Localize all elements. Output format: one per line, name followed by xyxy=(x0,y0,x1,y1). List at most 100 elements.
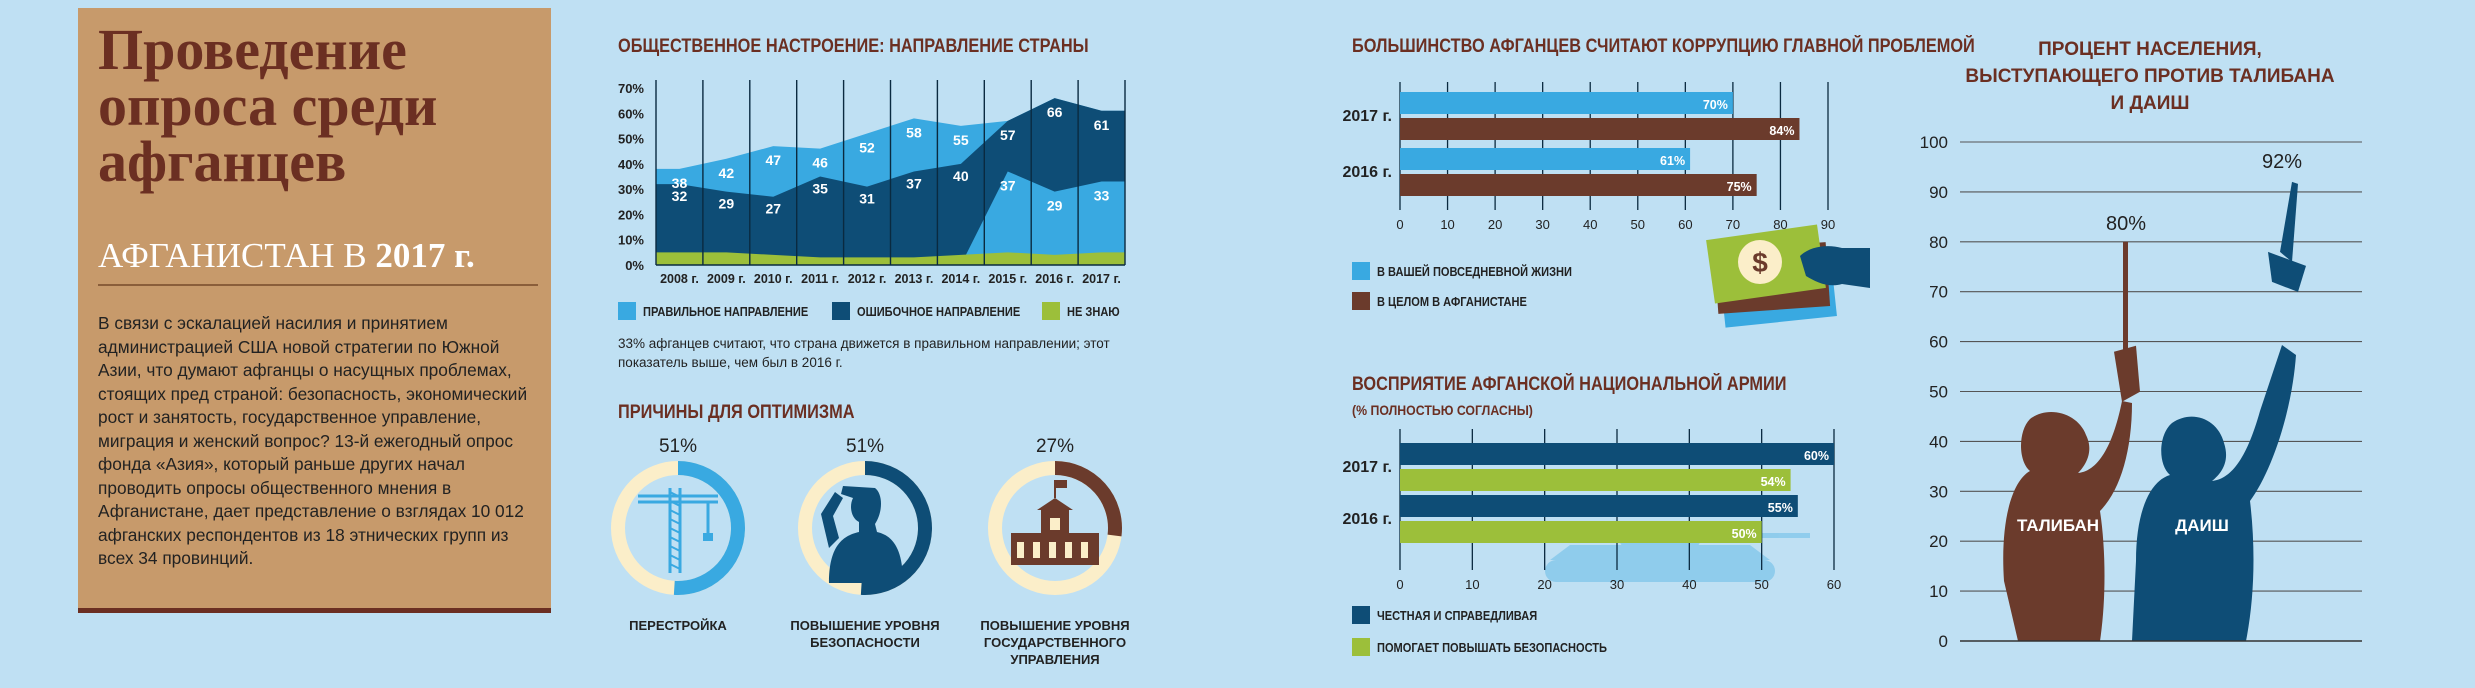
optimism-donuts: 51% ПЕРЕСТРОЙКА 51% ПОВЫШЕНИЕ УРОВНЯ БЕЗОПАС… xyxy=(611,436,1130,667)
crane-truss xyxy=(669,554,681,561)
donut-value: 27% xyxy=(1036,436,1074,457)
optimism-title: ПРИЧИНЫ ДЛЯ ОПТИМИЗМА xyxy=(618,402,855,423)
donut-label: БЕЗОПАСНОСТИ xyxy=(810,635,920,650)
intro-panel: Проведение опроса среди афганцев АФГАНИС… xyxy=(78,8,551,613)
opposition-value: 92% xyxy=(2262,151,2302,173)
opposition-y-tick: 100 xyxy=(1920,133,1948,152)
mood-value-right: 58 xyxy=(906,124,922,140)
taliban-rifle-body xyxy=(2114,345,2140,402)
legend-wrong-direction: ОШИБОЧНОЕ НАПРАВЛЕНИЕ xyxy=(857,304,1021,319)
taliban-rifle-barrel xyxy=(2123,241,2128,362)
corruption-x-tick: 60 xyxy=(1678,217,1692,232)
corruption-x-tick: 90 xyxy=(1821,217,1835,232)
legend-right-direction: ПРАВИЛЬНОЕ НАПРАВЛЕНИЕ xyxy=(643,304,809,319)
army-bar xyxy=(1400,443,1834,465)
mood-value-wrong: 61 xyxy=(1094,117,1110,133)
corruption-bar xyxy=(1400,174,1757,196)
mood-value-wrong: 27 xyxy=(765,201,781,217)
building-window xyxy=(1033,542,1040,558)
corruption-bar-label: 75% xyxy=(1727,180,1752,194)
building-roof xyxy=(1037,498,1073,510)
corruption-bar-chart: 0 10 20 30 40 50 60 70 80 90 2017 г. 70% 84% 2016 г. 6… xyxy=(1342,82,1870,328)
legend-swatch-daily-life xyxy=(1352,262,1370,280)
corruption-category: 2016 г. xyxy=(1342,164,1392,181)
mood-value-wrong: 32 xyxy=(672,188,688,204)
soldier-body xyxy=(829,486,903,583)
mood-x-tick: 2016 г. xyxy=(1035,272,1074,285)
army-bar-label: 54% xyxy=(1761,475,1786,489)
mood-value-right: 46 xyxy=(812,155,828,171)
corruption-bar-label: 84% xyxy=(1769,124,1794,138)
mood-value-wrong: 57 xyxy=(1000,127,1016,143)
legend-daily-life: В ВАШЕЙ ПОВСЕДНЕВНОЙ ЖИЗНИ xyxy=(1377,264,1572,279)
mood-chart-title: ОБЩЕСТВЕННОЕ НАСТРОЕНИЕ: НАПРАВЛЕНИЕ СТР… xyxy=(618,36,1089,57)
army-x-tick: 40 xyxy=(1682,577,1696,592)
corruption-x-tick: 50 xyxy=(1631,217,1645,232)
dollar-coin xyxy=(1738,240,1782,284)
mood-x-tick: 2008 г. xyxy=(660,272,699,285)
building-window xyxy=(1017,542,1024,558)
intro-divider xyxy=(98,284,538,286)
donut-label: ГОСУДАРСТВЕННОГО xyxy=(984,635,1126,650)
opposition-title: ПРОЦЕНТ НАСЕЛЕНИЯ, ВЫСТУПАЮЩЕГО ПРОТИВ Т… xyxy=(1965,39,2335,114)
mood-value-right: 47 xyxy=(765,152,781,168)
tank-hull xyxy=(1550,545,1770,560)
mood-y-tick: 30% xyxy=(618,182,644,197)
corruption-x-tick: 40 xyxy=(1583,217,1597,232)
legend-swatch-dont-know xyxy=(1042,302,1060,320)
opposition-y-tick: 40 xyxy=(1929,432,1948,451)
legend-swatch-afghanistan xyxy=(1352,292,1370,310)
opposition-y-tick: 80 xyxy=(1929,233,1948,252)
army-x-tick: 50 xyxy=(1754,577,1768,592)
legend-afghanistan: В ЦЕЛОМ В АФГАНИСТАНЕ xyxy=(1377,294,1527,309)
opposition-y-tick: 60 xyxy=(1929,333,1948,352)
donut-value: 51% xyxy=(846,436,884,457)
opposition-y-tick: 30 xyxy=(1929,482,1948,501)
soldier-arm xyxy=(821,492,843,548)
crane-truss xyxy=(669,545,681,552)
donut-arc xyxy=(1054,461,1122,537)
corruption-x-tick: 80 xyxy=(1773,217,1787,232)
legend-dont-know: НЕ ЗНАЮ xyxy=(1067,304,1120,319)
opposition-category: ТАЛИБАН xyxy=(2017,516,2099,535)
donut-label: ПЕРЕСТРОЙКА xyxy=(629,618,727,633)
opposition-y-tick: 20 xyxy=(1929,532,1948,551)
mood-value-right: 37 xyxy=(1000,177,1016,193)
crane-truss xyxy=(669,509,681,516)
mood-value-right: 52 xyxy=(859,140,875,156)
corruption-bar-label: 61% xyxy=(1660,154,1685,168)
mood-x-tick: 2011 г. xyxy=(801,272,839,285)
army-x-tick: 30 xyxy=(1610,577,1624,592)
army-x-tick: 20 xyxy=(1537,577,1551,592)
intro-subtitle-year: 2017 г. xyxy=(375,236,475,275)
donut-label: УПРАВЛЕНИЯ xyxy=(1010,652,1099,667)
army-bar-label: 50% xyxy=(1732,527,1757,541)
intro-subtitle: АФГАНИСТАН В 2017 г. xyxy=(98,236,475,276)
mood-value-wrong: 40 xyxy=(953,168,969,184)
crane-truss xyxy=(669,500,681,507)
building-door xyxy=(1050,518,1060,530)
army-bar xyxy=(1400,521,1762,543)
tank-track xyxy=(1545,560,1775,582)
opposition-y-tick: 10 xyxy=(1929,582,1948,601)
mood-value-right: 29 xyxy=(1047,198,1063,214)
legend-swatch-security xyxy=(1352,638,1370,656)
mood-value-wrong: 31 xyxy=(859,191,875,207)
army-x-tick: 10 xyxy=(1465,577,1479,592)
building-window xyxy=(1081,542,1088,558)
opposition-y-tick: 0 xyxy=(1939,632,1948,651)
construction-crane-icon xyxy=(638,488,718,573)
legend-swatch-right-direction xyxy=(618,302,636,320)
legend-swatch-fair xyxy=(1352,606,1370,624)
corruption-title: БОЛЬШИНСТВО АФГАНЦЕВ СЧИТАЮТ КОРРУПЦИЮ Г… xyxy=(1352,36,1975,57)
donut-label: ПОВЫШЕНИЕ УРОВНЯ xyxy=(980,618,1129,633)
crane-truss xyxy=(669,563,681,570)
corruption-bar xyxy=(1400,118,1800,140)
mood-y-tick: 60% xyxy=(618,106,644,121)
opposition-y-tick: 70 xyxy=(1929,283,1948,302)
dollar-sign: $ xyxy=(1752,247,1768,278)
mood-x-tick: 2009 г. xyxy=(707,272,746,285)
mood-area-right-front xyxy=(656,171,1125,265)
mood-value-right: 42 xyxy=(719,165,735,181)
